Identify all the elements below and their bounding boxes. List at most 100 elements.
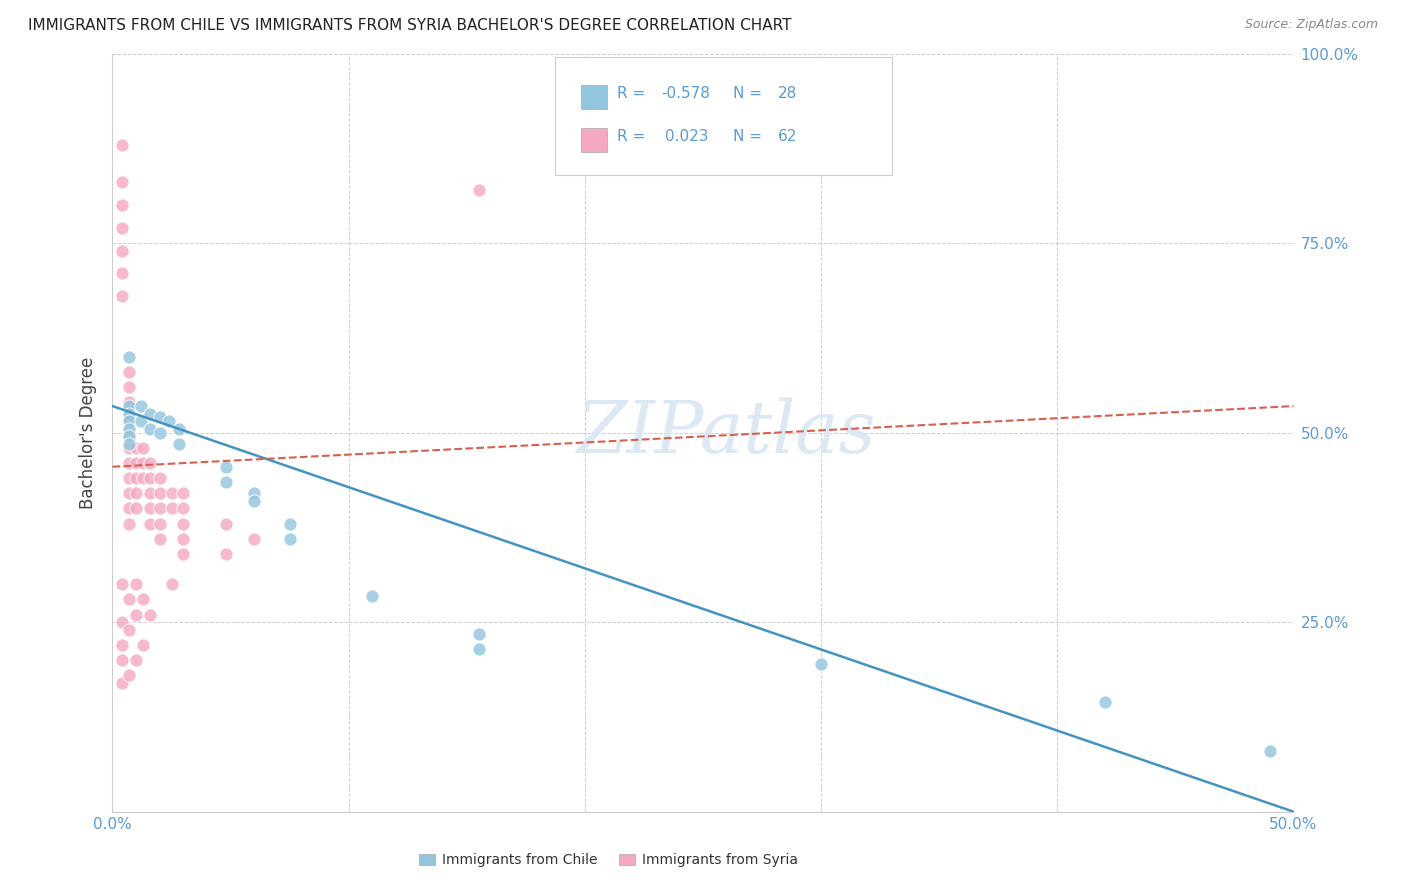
Point (149, 410, 172, 425)
FancyBboxPatch shape (581, 128, 607, 153)
Point (139, 516, 162, 531)
Point (243, 494, 266, 508)
Point (129, 399, 152, 413)
Point (139, 407, 162, 421)
Point (278, 516, 301, 531)
Text: N =: N = (733, 87, 766, 101)
Point (1094, 695, 1116, 709)
Point (215, 459, 238, 474)
Point (172, 501, 194, 516)
Point (172, 486, 194, 500)
Point (167, 422, 190, 436)
Point (139, 471, 162, 485)
Point (118, 623, 141, 637)
Point (118, 592, 141, 607)
Point (111, 176, 134, 190)
Point (111, 221, 134, 235)
Point (118, 441, 141, 455)
Point (118, 456, 141, 470)
Point (118, 395, 141, 409)
Point (125, 577, 148, 591)
Point (172, 547, 194, 561)
Text: N =: N = (733, 129, 766, 145)
Point (111, 137, 134, 152)
Point (125, 653, 148, 667)
FancyBboxPatch shape (555, 57, 891, 175)
Point (118, 429, 141, 443)
Point (167, 437, 190, 451)
Point (111, 676, 134, 690)
Point (125, 471, 148, 485)
Point (139, 501, 162, 516)
Text: Source: ZipAtlas.com: Source: ZipAtlas.com (1244, 18, 1378, 31)
Point (139, 422, 162, 436)
Point (160, 577, 183, 591)
Point (361, 589, 384, 603)
Point (157, 414, 180, 428)
Point (467, 183, 489, 197)
Point (139, 456, 162, 470)
Legend: Immigrants from Chile, Immigrants from Syria: Immigrants from Chile, Immigrants from S… (413, 848, 804, 873)
Point (118, 365, 141, 379)
Point (118, 501, 141, 516)
Text: R =: R = (617, 129, 650, 145)
Point (118, 437, 141, 451)
Point (125, 501, 148, 516)
Point (160, 501, 183, 516)
Point (125, 607, 148, 622)
Point (149, 425, 172, 440)
Point (172, 516, 194, 531)
Point (111, 244, 134, 258)
Point (118, 410, 141, 425)
Point (125, 441, 148, 455)
Point (215, 516, 238, 531)
Point (1258, 744, 1281, 758)
Point (172, 532, 194, 546)
Point (111, 577, 134, 591)
Point (118, 414, 141, 428)
Point (111, 198, 134, 212)
Text: -0.578: -0.578 (662, 87, 710, 101)
Point (118, 668, 141, 682)
Point (118, 350, 141, 364)
Point (111, 653, 134, 667)
Text: 62: 62 (778, 129, 797, 145)
Text: 0.023: 0.023 (665, 129, 709, 145)
Text: ZIPatlas: ZIPatlas (576, 397, 876, 468)
Point (149, 486, 172, 500)
Point (215, 475, 238, 489)
Point (467, 626, 489, 640)
Point (132, 456, 155, 470)
Point (111, 267, 134, 281)
Point (125, 486, 148, 500)
Point (129, 414, 152, 428)
Text: R =: R = (617, 87, 650, 101)
Point (118, 422, 141, 436)
Point (111, 615, 134, 630)
Point (139, 486, 162, 500)
Point (160, 486, 183, 500)
Point (118, 407, 141, 421)
Point (139, 607, 162, 622)
Point (278, 532, 301, 546)
Point (149, 516, 172, 531)
Point (243, 486, 266, 500)
Point (118, 516, 141, 531)
Point (111, 638, 134, 652)
Point (132, 471, 155, 485)
Point (118, 471, 141, 485)
Point (149, 532, 172, 546)
Point (132, 638, 155, 652)
Text: IMMIGRANTS FROM CHILE VS IMMIGRANTS FROM SYRIA BACHELOR'S DEGREE CORRELATION CHA: IMMIGRANTS FROM CHILE VS IMMIGRANTS FROM… (28, 18, 792, 33)
Point (111, 289, 134, 303)
Point (243, 532, 266, 546)
Point (215, 547, 238, 561)
Point (118, 486, 141, 500)
Point (810, 657, 832, 671)
Point (132, 592, 155, 607)
Point (118, 399, 141, 413)
FancyBboxPatch shape (581, 85, 607, 109)
Text: 28: 28 (778, 87, 797, 101)
Point (132, 441, 155, 455)
Point (125, 456, 148, 470)
